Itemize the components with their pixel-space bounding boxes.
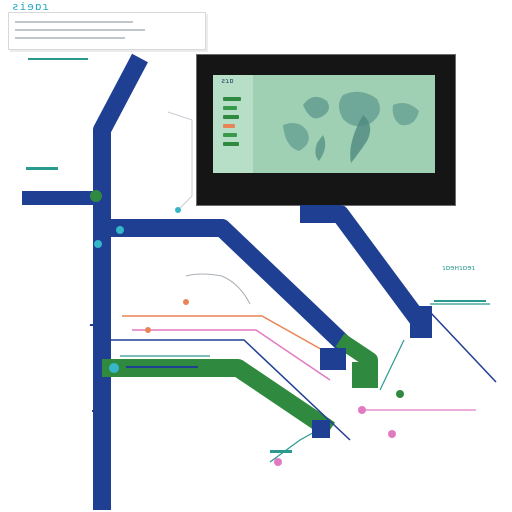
callout-text-line — [15, 37, 125, 39]
pink-line — [132, 329, 331, 381]
landmass — [315, 135, 326, 161]
station-node — [109, 363, 119, 373]
legend-bar — [223, 106, 237, 110]
station-node — [388, 430, 396, 438]
legend-bar — [223, 97, 241, 101]
orange-line — [122, 315, 327, 353]
interchange-box — [352, 362, 374, 388]
navy-thin-line — [110, 339, 351, 441]
interchange-box — [320, 348, 346, 370]
landmass — [303, 96, 329, 119]
legend-bar — [223, 142, 239, 146]
title-callout-box — [8, 12, 206, 50]
label-stub — [434, 300, 486, 302]
station-node — [358, 406, 366, 414]
station-node — [396, 390, 404, 398]
green-line — [102, 359, 336, 438]
station-node — [175, 207, 181, 213]
label-stub — [270, 450, 292, 453]
station-node — [116, 226, 124, 234]
navy-branch-line — [300, 205, 428, 328]
navy-trunk-line — [93, 53, 148, 510]
landmass — [339, 91, 380, 127]
station-node — [274, 458, 282, 466]
station-node — [94, 240, 102, 248]
interchange-box — [312, 420, 330, 438]
legend-bar — [223, 133, 237, 137]
teal-thin-line — [269, 429, 319, 463]
callout-text-line — [15, 21, 133, 23]
map-screen: ƨɿɒ — [213, 75, 435, 173]
station-node — [235, 363, 245, 373]
landmass — [283, 123, 309, 151]
landmass — [350, 115, 371, 163]
navy-branch-line — [102, 219, 357, 357]
navy-thin-line — [429, 311, 497, 383]
interchange-box — [410, 306, 432, 338]
station-node — [90, 190, 102, 202]
diagram-title: ƨiɘɒɿ — [12, 0, 51, 13]
station-node — [145, 327, 151, 333]
map-side-panel: ƨɿɒ — [213, 75, 253, 173]
map-monitor: ƨɿɒ — [196, 54, 456, 206]
label-stub — [90, 324, 106, 326]
legend-bar — [223, 115, 239, 119]
legend-bar — [223, 124, 235, 128]
station-node — [183, 299, 189, 305]
label-stub — [126, 366, 198, 368]
label-stub — [96, 492, 106, 494]
gray-thin-line — [167, 111, 193, 211]
landmass — [392, 103, 419, 126]
callout-text-line — [15, 29, 145, 31]
right-caption: ɿɒɘʜɿɒɘɿ — [442, 264, 476, 272]
gray-thin-line — [185, 273, 251, 305]
label-stub — [92, 410, 106, 412]
map-landmasses — [283, 91, 419, 163]
label-stub — [26, 167, 58, 170]
teal-thin-line — [379, 339, 405, 391]
label-stub — [28, 58, 88, 60]
label-stub — [126, 230, 186, 232]
map-panel-label: ƨɿɒ — [221, 77, 234, 85]
